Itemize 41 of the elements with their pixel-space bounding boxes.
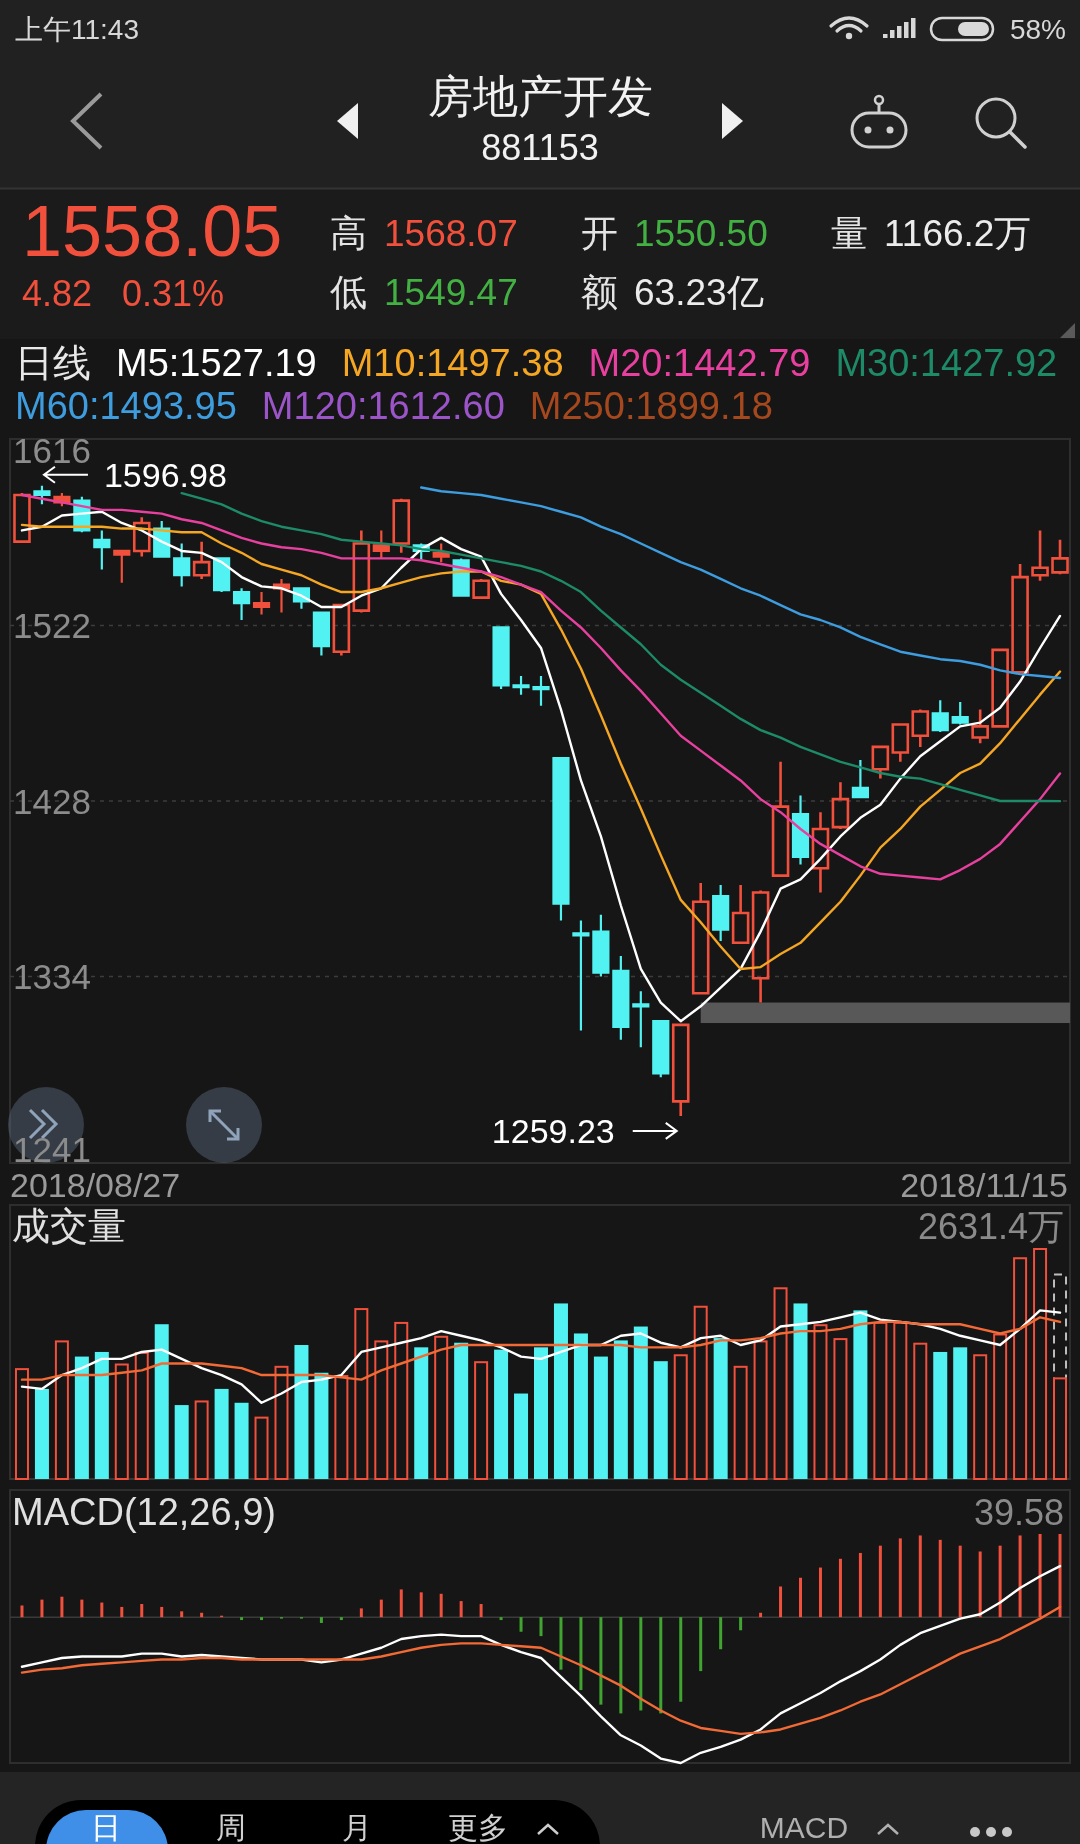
status-time: 上午11:43 bbox=[15, 14, 139, 45]
quote-label: 低 bbox=[330, 272, 367, 313]
legend-label: M30:1427.92 bbox=[835, 342, 1058, 384]
subtitle: 881153 bbox=[481, 127, 599, 168]
quote-value: 1549.47 bbox=[384, 272, 518, 313]
tab-label: MACD bbox=[759, 1811, 849, 1844]
quote-value: 1550.50 bbox=[634, 213, 768, 254]
quote-label: 高 bbox=[330, 213, 367, 254]
quote-price: 1558.05 bbox=[22, 191, 283, 271]
panel-title: MACD(12,26,9) bbox=[12, 1491, 276, 1533]
quote-label: 量 bbox=[831, 213, 868, 254]
panel-title: 成交量 bbox=[12, 1205, 126, 1247]
legend-label: M120:1612.60 bbox=[261, 385, 505, 427]
quote-value: 1166.2万 bbox=[884, 213, 1032, 254]
y-tick-label: 1616 bbox=[13, 430, 91, 470]
quote-label: 开 bbox=[581, 213, 618, 254]
quote-value: 63.23亿 bbox=[634, 272, 764, 313]
legend-title: 日线 bbox=[15, 342, 91, 384]
quote-label: 额 bbox=[581, 272, 618, 313]
annotation: 1596.98 bbox=[103, 455, 227, 494]
tab-label: 日 bbox=[91, 1811, 121, 1844]
annotation: 2631.4万 bbox=[917, 1206, 1064, 1247]
annotation: 39.58 bbox=[973, 1492, 1064, 1533]
annotation: 2018/11/15 bbox=[900, 1166, 1068, 1204]
annotation: 1259.23 bbox=[491, 1111, 615, 1150]
legend-label: M20:1442.79 bbox=[588, 342, 811, 384]
legend-label: M250:1899.18 bbox=[529, 385, 773, 427]
legend-label: M10:1497.38 bbox=[341, 342, 564, 384]
y-tick-label: 1522 bbox=[13, 606, 91, 646]
y-tick-label: 1428 bbox=[13, 781, 91, 821]
y-tick-label: 1334 bbox=[13, 956, 91, 996]
quote-change: 4.82 bbox=[22, 273, 93, 314]
quote-change-percent: 0.31% bbox=[122, 273, 225, 314]
legend-label: M60:1493.95 bbox=[15, 385, 237, 427]
status-battery-level: 58% bbox=[1009, 14, 1066, 45]
tab-label: 周 bbox=[216, 1811, 246, 1844]
legend-label: M5:1527.19 bbox=[116, 342, 317, 384]
title: 房地产开发 bbox=[427, 71, 653, 122]
tab-label: 更多 bbox=[448, 1811, 508, 1844]
tab-label: 月 bbox=[342, 1811, 372, 1844]
quote-value: 1568.07 bbox=[384, 213, 518, 254]
